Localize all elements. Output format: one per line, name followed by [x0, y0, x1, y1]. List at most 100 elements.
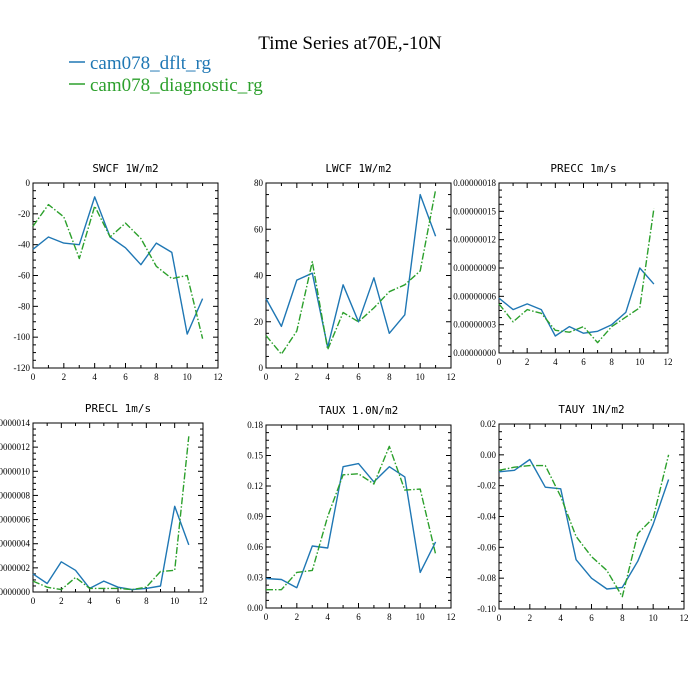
chart-panel-2: LWCF 1W/m2 0 2 4 6 8 10 12 0 20 40 60 80 — [254, 162, 456, 382]
y-tick-label: 0.00000018 — [453, 178, 496, 188]
x-tick-label: 10 — [416, 372, 426, 382]
series-line-diagnostic — [32, 436, 190, 591]
series-line-diagnostic — [265, 189, 437, 355]
x-tick-label: 0 — [264, 372, 269, 382]
x-tick-label: 4 — [325, 612, 330, 622]
chart-panel-1: SWCF 1W/m2 0 2 4 6 8 10 12 -120 -100 -80 -60 -40 -20 0 — [14, 162, 223, 382]
y-tick-label: -0.08 — [477, 573, 496, 583]
plot-frame — [498, 182, 669, 354]
y-tick-label: 0.02 — [480, 419, 496, 429]
y-tick-label: 0.12 — [247, 481, 263, 491]
x-tick-label: 8 — [609, 357, 614, 367]
chart-title: PRECL 1m/s — [85, 402, 151, 415]
x-tick-label: 12 — [199, 596, 208, 606]
y-tick-label: 0.18 — [247, 420, 263, 430]
x-tick-label: 0 — [497, 357, 502, 367]
x-tick-label: 12 — [664, 357, 673, 367]
plot-frame — [32, 182, 219, 369]
y-tick-label: 0.00000006 — [0, 515, 31, 525]
figure-legend: cam078_dflt_rg cam078_diagnostic_rg — [69, 53, 263, 96]
plot-frame — [265, 424, 452, 609]
y-tick-label: 0.00000015 — [453, 206, 496, 216]
x-tick-label: 10 — [183, 372, 193, 382]
x-tick-label: 8 — [387, 612, 392, 622]
x-tick-label: 10 — [649, 613, 659, 623]
y-tick-label: 0.00000006 — [453, 291, 496, 301]
x-tick-label: 12 — [214, 372, 223, 382]
x-tick-label: 6 — [356, 372, 361, 382]
chart-panel-5: TAUX 1.0N/m2 0 2 4 6 8 10 12 0.00 0.03 0.06 0.09 0.1… — [247, 404, 455, 622]
y-tick-label: 0.00000014 — [0, 418, 31, 428]
series-line-dflt — [265, 462, 437, 589]
y-tick-label: -0.10 — [477, 604, 496, 614]
y-tick-label: 0.00000012 — [0, 442, 30, 452]
x-tick-label: 4 — [553, 357, 558, 367]
chart-panel-3: PRECC 1m/s 0 2 4 6 8 10 12 0.00000000 0.00000003 0… — [453, 162, 672, 367]
x-tick-label: 10 — [416, 612, 426, 622]
y-tick-label: 0.00000012 — [453, 235, 496, 245]
y-tick-label: 0.15 — [247, 451, 263, 461]
x-tick-label: 2 — [528, 613, 533, 623]
x-tick-label: 2 — [525, 357, 530, 367]
x-tick-label: 8 — [620, 613, 625, 623]
y-tick-label: -40 — [18, 240, 30, 250]
x-tick-label: 6 — [123, 372, 128, 382]
y-tick-label: -120 — [14, 363, 31, 373]
x-tick-label: 6 — [589, 613, 594, 623]
y-tick-label: 0.00 — [480, 450, 496, 460]
chart-title: LWCF 1W/m2 — [325, 162, 391, 175]
y-tick-label: 0.09 — [247, 512, 263, 522]
series-line-diagnostic — [266, 445, 437, 591]
chart-panel-6: TAUY 1N/m2 0 2 4 6 8 10 12 -0.10 -0.08 -0.06 -0.04 -… — [477, 403, 688, 623]
plot-frame — [265, 182, 452, 369]
chart-title: PRECC 1m/s — [550, 162, 616, 175]
chart-title: SWCF 1W/m2 — [92, 162, 158, 175]
x-tick-label: 12 — [447, 372, 456, 382]
series-line-dflt — [498, 267, 655, 337]
y-tick-label: -100 — [14, 332, 31, 342]
y-tick-label: 0.00000009 — [453, 263, 496, 273]
y-tick-label: 0.00000000 — [453, 348, 496, 358]
x-tick-label: 4 — [558, 613, 563, 623]
y-tick-label: 0.03 — [247, 573, 263, 583]
y-tick-label: 0.06 — [247, 542, 263, 552]
x-tick-label: 2 — [62, 372, 67, 382]
x-tick-label: 10 — [170, 596, 180, 606]
y-tick-label: 0.00000003 — [453, 320, 496, 330]
x-tick-label: 2 — [295, 612, 300, 622]
chart-title: TAUY 1N/m2 — [558, 403, 624, 416]
y-tick-label: 0.00000010 — [0, 466, 31, 476]
x-tick-label: 6 — [356, 612, 361, 622]
x-tick-label: 12 — [680, 613, 689, 623]
y-tick-label: 80 — [254, 178, 264, 188]
chart-title: TAUX 1.0N/m2 — [319, 404, 398, 417]
series-line-diagnostic — [498, 454, 670, 598]
x-tick-label: 4 — [92, 372, 97, 382]
x-tick-label: 6 — [116, 596, 121, 606]
x-tick-label: 8 — [387, 372, 392, 382]
y-tick-label: -20 — [18, 209, 30, 219]
legend-label-diagnostic: cam078_diagnostic_rg — [90, 75, 263, 96]
y-tick-label: 0.00000008 — [0, 490, 31, 500]
series-line-dflt — [498, 458, 670, 590]
series-line-diagnostic — [32, 203, 204, 339]
y-tick-label: 60 — [254, 224, 264, 234]
y-tick-label: 0 — [26, 178, 31, 188]
series-line-diagnostic — [498, 208, 655, 344]
x-tick-label: 4 — [87, 596, 92, 606]
legend-label-dflt: cam078_dflt_rg — [90, 53, 212, 74]
x-tick-label: 8 — [144, 596, 149, 606]
x-tick-label: 2 — [295, 372, 300, 382]
figure-title: Time Series at70E,-10N — [258, 33, 442, 54]
y-tick-label: 0 — [259, 363, 264, 373]
x-tick-label: 6 — [581, 357, 586, 367]
x-tick-label: 4 — [325, 372, 330, 382]
y-tick-label: 0.00 — [247, 603, 263, 613]
y-tick-label: -0.04 — [477, 512, 496, 522]
y-tick-label: 20 — [254, 317, 264, 327]
y-tick-label: 0.00000004 — [0, 539, 31, 549]
y-tick-label: -80 — [18, 301, 30, 311]
